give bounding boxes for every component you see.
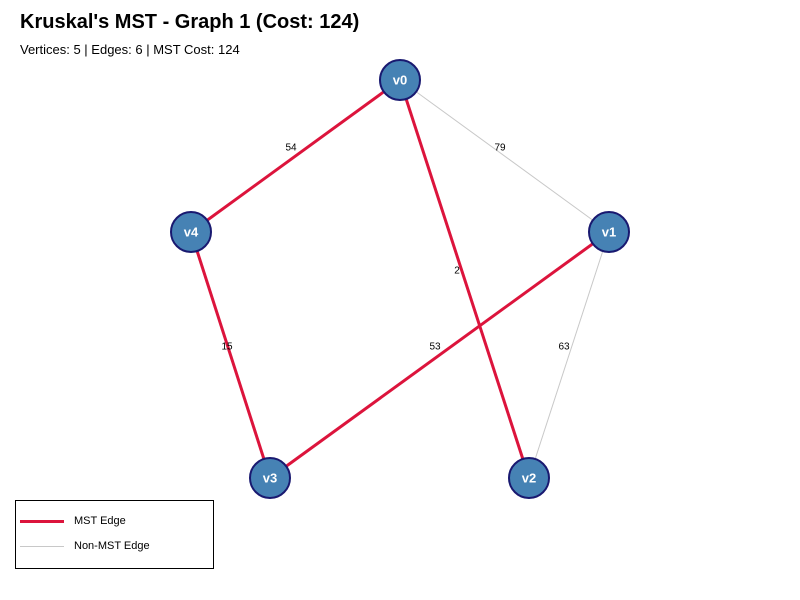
node-circle-v2	[508, 457, 550, 499]
node-circle-v0	[379, 59, 421, 101]
edge-weight-label-v1-v2: 63	[558, 342, 570, 353]
node-v1: v1	[588, 211, 630, 253]
edges-layer	[189, 78, 610, 480]
edge-weight-label-v0-v4: 54	[285, 143, 297, 154]
edge-weight-label-v0-v2: 2	[454, 266, 460, 277]
node-label-v2: v2	[522, 470, 536, 485]
legend-swatch-non-mst	[20, 545, 64, 547]
mst-edge-v4-v3	[189, 231, 272, 479]
node-v3: v3	[249, 457, 291, 499]
node-circle-v3	[249, 457, 291, 499]
node-v0: v0	[379, 59, 421, 101]
legend-label-non-mst: Non-MST Edge	[74, 540, 150, 552]
node-label-v1: v1	[602, 224, 616, 239]
non-mst-edge-v0-v1	[399, 79, 610, 233]
edge-weight-label-v0-v1: 79	[494, 143, 506, 154]
non-mst-edge-v1-v2	[528, 231, 610, 479]
node-label-v4: v4	[184, 224, 199, 239]
node-v2: v2	[508, 457, 550, 499]
node-label-v3: v3	[263, 470, 277, 485]
mst-edge-v0-v4	[190, 78, 401, 234]
node-circle-v4	[170, 211, 212, 253]
edge-weight-label-v4-v3: 15	[221, 342, 233, 353]
node-label-v0: v0	[393, 72, 407, 87]
legend-label-mst: MST Edge	[74, 515, 126, 527]
legend-item-non-mst: Non-MST Edge	[20, 539, 150, 553]
edge-labels-layer: 79 63 54 2 15 53	[221, 143, 570, 353]
edge-weight-label-v1-v3: 53	[429, 342, 441, 353]
nodes-layer: v0 v1 v2 v3 v4	[170, 59, 630, 499]
node-circle-v1	[588, 211, 630, 253]
node-v4: v4	[170, 211, 212, 253]
page-title: Kruskal's MST - Graph 1 (Cost: 124)	[20, 11, 360, 33]
legend-item-mst: MST Edge	[20, 514, 126, 528]
legend-swatch-mst	[20, 519, 64, 523]
mst-edge-v1-v3	[269, 230, 610, 480]
mst-edge-v0-v2	[398, 79, 531, 479]
legend: MST Edge Non-MST Edge	[15, 500, 214, 569]
page-subtitle: Vertices: 5 | Edges: 6 | MST Cost: 124	[20, 42, 240, 57]
